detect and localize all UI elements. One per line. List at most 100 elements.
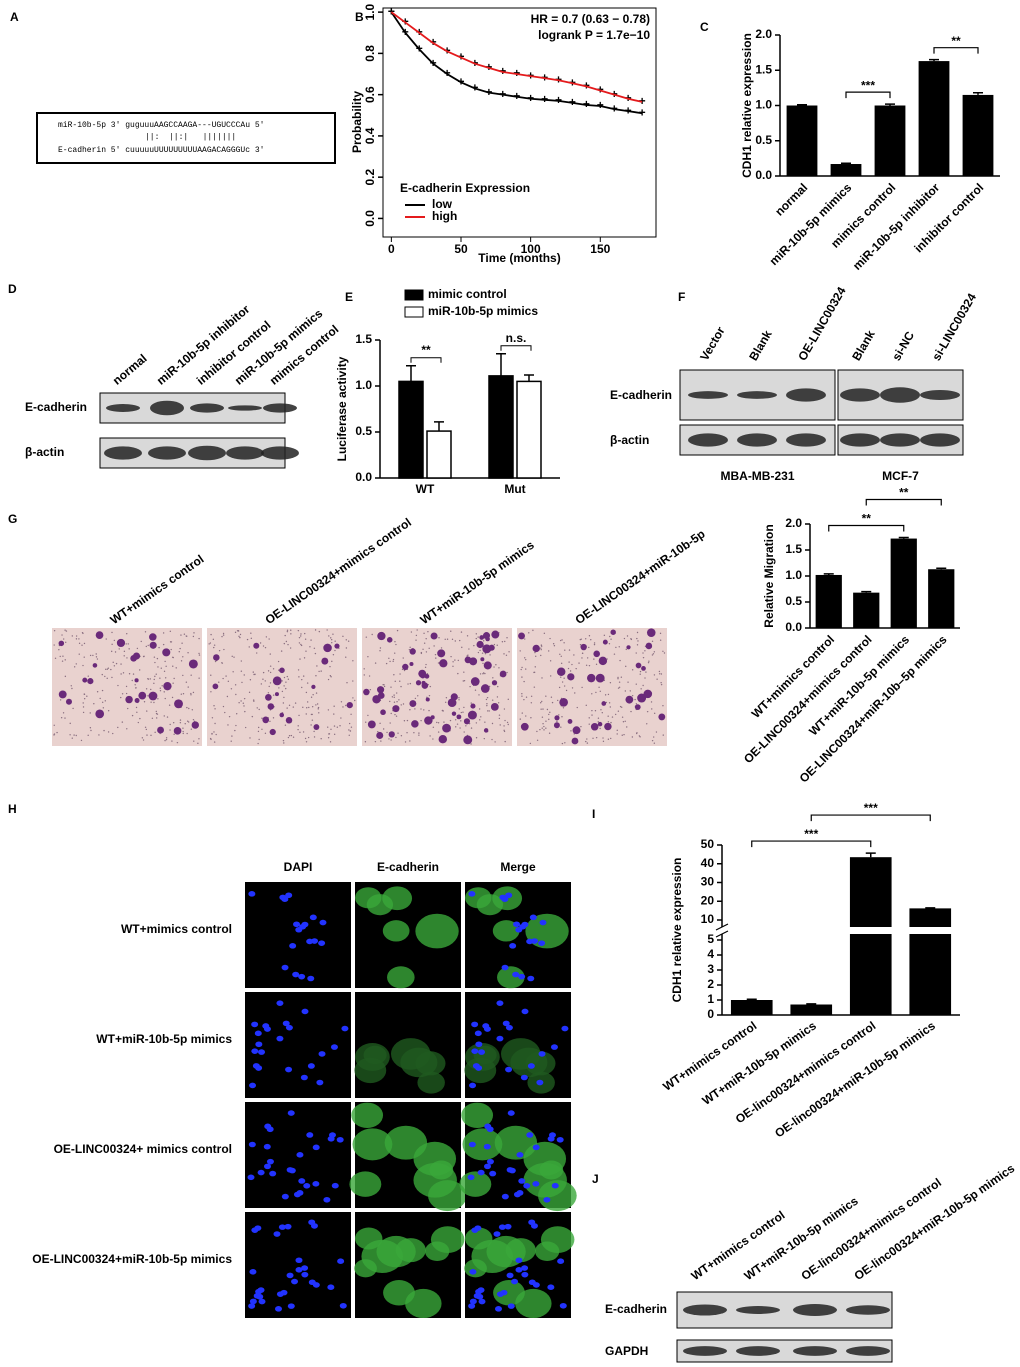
- nucleus: [251, 1021, 259, 1028]
- cell-speck: [638, 735, 641, 737]
- cell-speck: [233, 656, 235, 658]
- migrated-cell: [269, 728, 276, 736]
- nucleus: [483, 1143, 491, 1150]
- cell-speck: [637, 640, 639, 642]
- migrated-cell: [409, 648, 416, 655]
- cell-speck: [592, 737, 594, 739]
- cell-speck: [210, 674, 212, 676]
- cell-speck: [585, 740, 587, 743]
- annotation: HR = 0.7 (0.63 − 0.78): [531, 12, 650, 26]
- cell-speck: [617, 676, 619, 679]
- migrated-cell: [430, 632, 438, 640]
- cell-speck: [435, 657, 437, 659]
- nucleus: [505, 892, 513, 899]
- cell-speck: [540, 654, 542, 657]
- migrated-cell: [174, 699, 183, 709]
- blot-band: [228, 405, 262, 411]
- cell-speck: [451, 638, 454, 641]
- cell-speck: [486, 703, 488, 705]
- cell-speck: [390, 739, 392, 741]
- error-bar: [406, 365, 416, 382]
- migrated-cell: [625, 695, 634, 704]
- blot-band: [736, 1346, 780, 1356]
- nucleus: [526, 1132, 534, 1138]
- nucleus: [521, 1008, 529, 1015]
- survival-line: [390, 11, 643, 115]
- migrated-cell: [188, 659, 198, 669]
- cell-speck: [298, 636, 301, 639]
- cell-speck: [58, 648, 60, 651]
- migrated-cell: [421, 682, 429, 689]
- nucleus: [331, 1182, 339, 1189]
- cell-speck: [506, 721, 509, 724]
- cell-speck: [607, 693, 610, 696]
- legend-swatch: [404, 306, 424, 318]
- axis-break-mark: [715, 923, 729, 938]
- cell-speck: [238, 635, 240, 638]
- nucleus: [496, 1000, 504, 1006]
- cell-speck: [610, 737, 612, 740]
- legend-swatch: [404, 289, 424, 301]
- cell-body: [492, 920, 520, 942]
- cell-speck: [121, 693, 124, 695]
- cell-speck: [262, 645, 265, 647]
- nucleus: [327, 1284, 335, 1290]
- nucleus: [298, 973, 306, 980]
- migrated-cell: [149, 633, 157, 641]
- cell-speck: [243, 674, 245, 676]
- cell-speck: [660, 673, 663, 675]
- cell-speck: [659, 632, 662, 635]
- cell-speck: [304, 638, 307, 640]
- nucleus: [547, 1284, 555, 1290]
- cell-speck: [621, 734, 623, 736]
- cell-speck: [605, 701, 608, 704]
- y-tick-label: 2: [707, 977, 714, 991]
- migrated-cell: [419, 672, 426, 679]
- migrated-cell: [424, 716, 433, 725]
- cell-speck: [208, 643, 210, 645]
- cell-speck: [578, 662, 580, 664]
- cell-speck: [334, 640, 336, 642]
- cell-speck: [162, 643, 165, 646]
- significance-bracket: [933, 47, 979, 54]
- cell-speck: [636, 631, 639, 634]
- cell-speck: [402, 703, 405, 705]
- cell-speck: [297, 728, 299, 731]
- cell-speck: [232, 671, 234, 673]
- nucleus: [273, 1231, 281, 1237]
- cell-speck: [285, 681, 287, 683]
- cell-speck: [172, 721, 175, 724]
- cell-speck: [122, 672, 125, 674]
- cell-speck: [617, 687, 620, 689]
- cell-speck: [482, 662, 484, 665]
- panel-label: G: [8, 512, 17, 526]
- cell-speck: [617, 710, 620, 712]
- migrated-cell: [58, 640, 65, 647]
- nucleus: [513, 921, 521, 928]
- cell-speck: [305, 691, 308, 694]
- bar: [730, 1000, 773, 1015]
- cell-speck: [597, 721, 599, 723]
- cell-speck: [281, 680, 283, 682]
- cell-speck: [624, 690, 627, 692]
- cell-speck: [626, 726, 628, 728]
- nucleus: [473, 1293, 481, 1299]
- nucleus: [486, 1158, 494, 1165]
- cell-speck: [497, 685, 499, 688]
- cell-speck: [559, 653, 561, 656]
- cell-speck: [437, 662, 440, 664]
- nucleus: [249, 1269, 257, 1275]
- migrated-cell: [87, 678, 94, 685]
- cell-speck: [390, 712, 392, 715]
- cell-speck: [503, 725, 505, 727]
- cell-speck: [627, 681, 629, 683]
- cell-speck: [443, 721, 445, 723]
- cell-speck: [267, 670, 270, 672]
- cell-speck: [215, 733, 217, 736]
- nucleus: [468, 1303, 476, 1309]
- cell-speck: [81, 631, 84, 634]
- cell-speck: [164, 677, 167, 679]
- nucleus: [469, 1298, 477, 1305]
- migrated-cell: [532, 644, 540, 653]
- cell-speck: [96, 658, 99, 660]
